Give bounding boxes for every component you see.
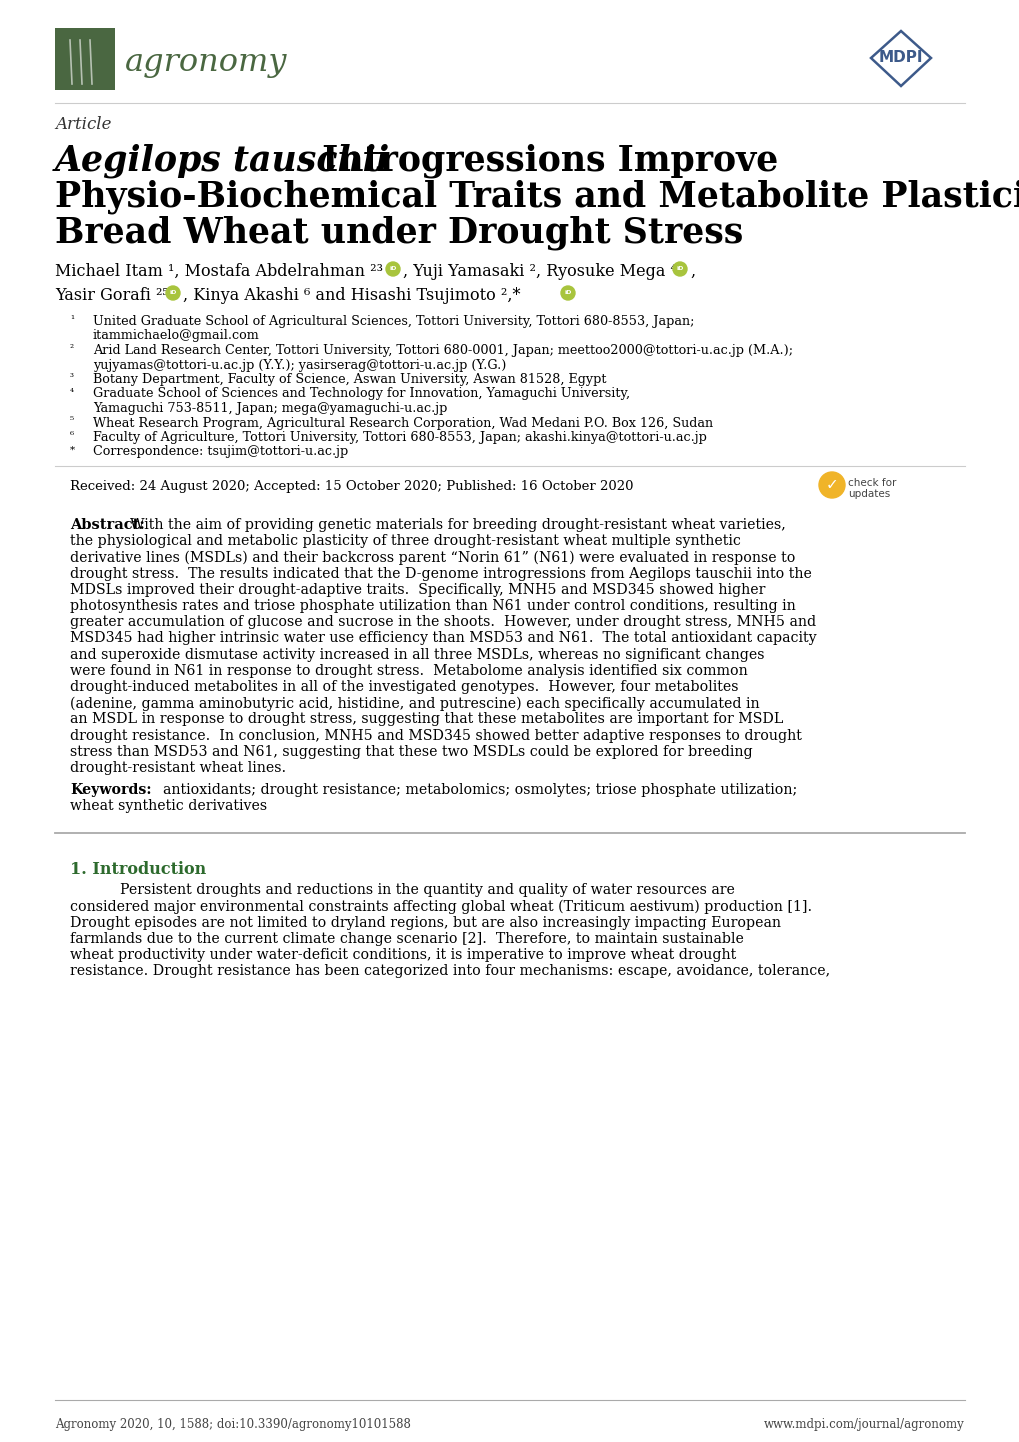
Circle shape <box>560 286 575 300</box>
Text: Michael Itam ¹, Mostafa Abdelrahman ²³: Michael Itam ¹, Mostafa Abdelrahman ²³ <box>55 262 383 280</box>
Text: ✓: ✓ <box>824 477 838 493</box>
Text: iD: iD <box>676 267 683 271</box>
Text: ¹: ¹ <box>70 314 74 324</box>
Text: yujyamas@tottori-u.ac.jp (Y.Y.); yasirserag@tottori-u.ac.jp (Y.G.): yujyamas@tottori-u.ac.jp (Y.Y.); yasirse… <box>93 359 505 372</box>
Text: derivative lines (MSDLs) and their backcross parent “Norin 61” (N61) were evalua: derivative lines (MSDLs) and their backc… <box>70 551 795 565</box>
Text: ⁶: ⁶ <box>70 431 74 440</box>
Text: drought stress.  The results indicated that the D-genome introgressions from Aeg: drought stress. The results indicated th… <box>70 567 811 581</box>
Text: Faculty of Agriculture, Tottori University, Tottori 680-8553, Japan; akashi.kiny: Faculty of Agriculture, Tottori Universi… <box>93 431 706 444</box>
Text: ²: ² <box>70 345 74 353</box>
Text: Received: 24 August 2020; Accepted: 15 October 2020; Published: 16 October 2020: Received: 24 August 2020; Accepted: 15 O… <box>70 480 633 493</box>
Text: the physiological and metabolic plasticity of three drought-resistant wheat mult: the physiological and metabolic plastici… <box>70 534 740 548</box>
Text: MDSLs improved their drought-adaptive traits.  Specifically, MNH5 and MSD345 sho: MDSLs improved their drought-adaptive tr… <box>70 583 764 597</box>
Text: Yamaguchi 753-8511, Japan; mega@yamaguchi-u.ac.jp: Yamaguchi 753-8511, Japan; mega@yamaguch… <box>93 402 447 415</box>
Circle shape <box>385 262 399 275</box>
Text: check for: check for <box>847 477 896 487</box>
Text: agronomy: agronomy <box>125 48 287 78</box>
Text: (adenine, gamma aminobutyric acid, histidine, and putrescine) each specifically : (adenine, gamma aminobutyric acid, histi… <box>70 696 759 711</box>
Text: Arid Land Research Center, Tottori University, Tottori 680-0001, Japan; meettoo2: Arid Land Research Center, Tottori Unive… <box>93 345 792 358</box>
Text: ⁵: ⁵ <box>70 417 74 425</box>
Text: drought-resistant wheat lines.: drought-resistant wheat lines. <box>70 761 286 774</box>
Text: Keywords:: Keywords: <box>70 783 152 797</box>
Text: United Graduate School of Agricultural Sciences, Tottori University, Tottori 680: United Graduate School of Agricultural S… <box>93 314 694 327</box>
Text: Graduate School of Sciences and Technology for Innovation, Yamaguchi University,: Graduate School of Sciences and Technolo… <box>93 388 630 401</box>
Text: Wheat Research Program, Agricultural Research Corporation, Wad Medani P.O. Box 1: Wheat Research Program, Agricultural Res… <box>93 417 712 430</box>
Circle shape <box>818 472 844 497</box>
Text: and superoxide dismutase activity increased in all three MSDLs, whereas no signi: and superoxide dismutase activity increa… <box>70 647 764 662</box>
Text: ³: ³ <box>70 373 74 382</box>
Text: Botany Department, Faculty of Science, Aswan University, Aswan 81528, Egypt: Botany Department, Faculty of Science, A… <box>93 373 606 386</box>
Text: *: * <box>70 446 75 454</box>
Text: ⁴: ⁴ <box>70 388 74 397</box>
Text: Bread Wheat under Drought Stress: Bread Wheat under Drought Stress <box>55 215 743 249</box>
Text: updates: updates <box>847 489 890 499</box>
Text: Agronomy 2020, 10, 1588; doi:10.3390/agronomy10101588: Agronomy 2020, 10, 1588; doi:10.3390/agr… <box>55 1417 411 1430</box>
Text: Physio-Biochemical Traits and Metabolite Plasticity in: Physio-Biochemical Traits and Metabolite… <box>55 179 1019 213</box>
Text: Yasir Gorafi ²⁵: Yasir Gorafi ²⁵ <box>55 287 169 304</box>
Text: drought-induced metabolites in all of the investigated genotypes.  However, four: drought-induced metabolites in all of th… <box>70 681 738 694</box>
Text: considered major environmental constraints affecting global wheat (Triticum aest: considered major environmental constrain… <box>70 900 811 914</box>
Text: photosynthesis rates and triose phosphate utilization than N61 under control con: photosynthesis rates and triose phosphat… <box>70 598 795 613</box>
Text: , Yuji Yamasaki ², Ryosuke Mega ⁴: , Yuji Yamasaki ², Ryosuke Mega ⁴ <box>403 262 677 280</box>
Text: Drought episodes are not limited to dryland regions, but are also increasingly i: Drought episodes are not limited to dryl… <box>70 916 781 930</box>
Text: iD: iD <box>389 267 396 271</box>
Text: itammichaelo@gmail.com: itammichaelo@gmail.com <box>93 330 260 343</box>
Text: MDPI: MDPI <box>878 50 922 65</box>
Text: 1. Introduction: 1. Introduction <box>70 861 206 878</box>
Text: farmlands due to the current climate change scenario [2].  Therefore, to maintai: farmlands due to the current climate cha… <box>70 932 743 946</box>
FancyBboxPatch shape <box>55 27 115 89</box>
Text: greater accumulation of glucose and sucrose in the shoots.  However, under droug: greater accumulation of glucose and sucr… <box>70 616 815 629</box>
Text: Aegilops tauschii: Aegilops tauschii <box>55 143 390 177</box>
Text: Introgressions Improve: Introgressions Improve <box>310 143 777 177</box>
Text: antioxidants; drought resistance; metabolomics; osmolytes; triose phosphate util: antioxidants; drought resistance; metabo… <box>163 783 797 797</box>
Text: iD: iD <box>169 290 176 296</box>
Text: Correspondence: tsujim@tottori-u.ac.jp: Correspondence: tsujim@tottori-u.ac.jp <box>93 446 347 459</box>
Text: Article: Article <box>55 115 111 133</box>
Text: www.mdpi.com/journal/agronomy: www.mdpi.com/journal/agronomy <box>763 1417 964 1430</box>
Text: wheat synthetic derivatives: wheat synthetic derivatives <box>70 799 267 813</box>
Text: drought resistance.  In conclusion, MNH5 and MSD345 showed better adaptive respo: drought resistance. In conclusion, MNH5 … <box>70 728 801 743</box>
Text: ,: , <box>689 262 694 280</box>
Text: wheat productivity under water-deficit conditions, it is imperative to improve w: wheat productivity under water-deficit c… <box>70 947 736 962</box>
Text: were found in N61 in response to drought stress.  Metabolome analysis identified: were found in N61 in response to drought… <box>70 663 747 678</box>
Text: Abstract:: Abstract: <box>70 518 145 532</box>
Text: MSD345 had higher intrinsic water use efficiency than MSD53 and N61.  The total : MSD345 had higher intrinsic water use ef… <box>70 632 816 646</box>
Circle shape <box>673 262 687 275</box>
Text: With the aim of providing genetic materials for breeding drought-resistant wheat: With the aim of providing genetic materi… <box>129 518 785 532</box>
Text: iD: iD <box>564 290 571 296</box>
Circle shape <box>166 286 179 300</box>
Text: resistance. Drought resistance has been categorized into four mechanisms: escape: resistance. Drought resistance has been … <box>70 965 829 978</box>
Text: stress than MSD53 and N61, suggesting that these two MSDLs could be explored for: stress than MSD53 and N61, suggesting th… <box>70 746 752 758</box>
Text: , Kinya Akashi ⁶ and Hisashi Tsujimoto ²,*: , Kinya Akashi ⁶ and Hisashi Tsujimoto ²… <box>182 287 520 304</box>
Text: an MSDL in response to drought stress, suggesting that these metabolites are imp: an MSDL in response to drought stress, s… <box>70 712 783 727</box>
Text: Persistent droughts and reductions in the quantity and quality of water resource: Persistent droughts and reductions in th… <box>120 883 734 897</box>
